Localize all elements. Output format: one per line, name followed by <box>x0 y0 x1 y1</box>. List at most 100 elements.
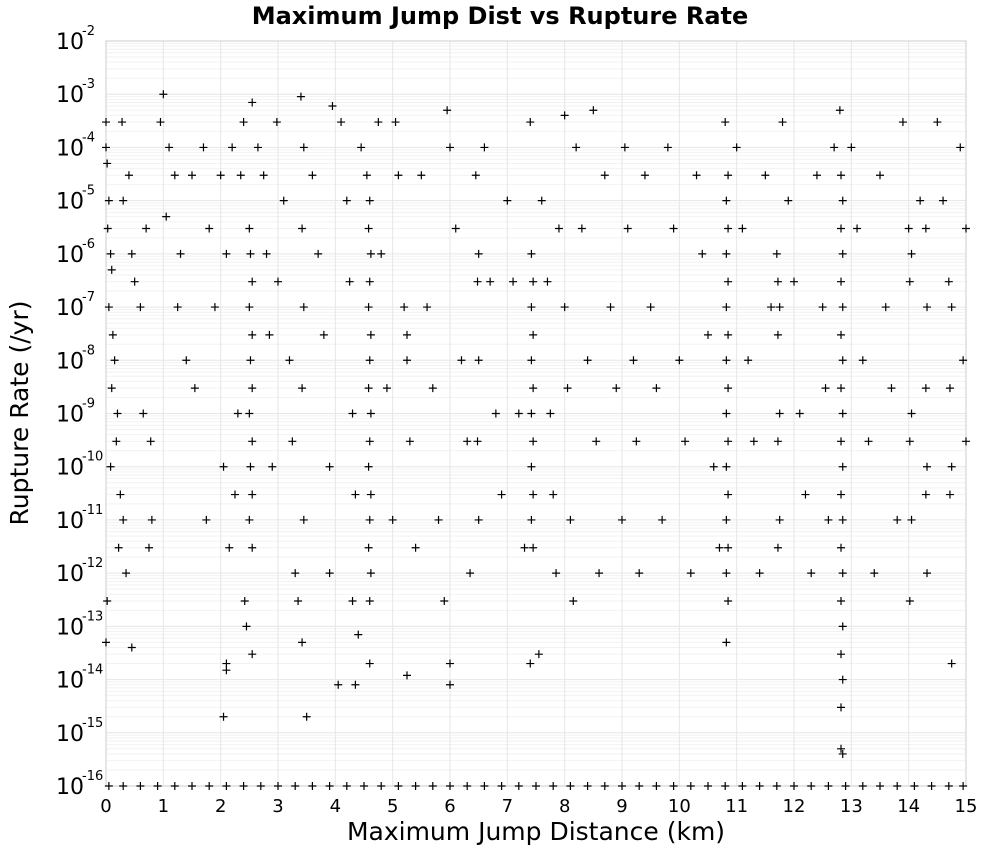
floor-data-point <box>446 782 454 790</box>
data-point <box>589 106 598 115</box>
data-point <box>837 277 846 286</box>
data-point <box>354 630 363 639</box>
floor-data-point <box>841 782 850 790</box>
floor-data-point <box>136 782 145 790</box>
data-point <box>345 277 354 286</box>
data-point <box>732 143 741 152</box>
data-point <box>527 303 536 312</box>
data-point <box>837 650 846 659</box>
data-point <box>520 543 529 552</box>
data-point <box>838 622 847 631</box>
data-point <box>795 409 804 418</box>
y-tick-exponent: -16 <box>82 769 103 784</box>
data-point <box>242 622 251 631</box>
floor-data-point <box>377 782 386 790</box>
data-point <box>887 384 896 393</box>
data-point <box>529 277 538 286</box>
data-point <box>262 249 271 258</box>
floor-data-point <box>600 782 609 790</box>
data-point <box>102 638 110 647</box>
data-point <box>724 490 733 499</box>
data-point <box>443 106 452 115</box>
data-point <box>838 515 847 524</box>
data-point <box>366 330 375 339</box>
data-point <box>365 277 374 286</box>
y-tick-exponent: -8 <box>82 343 95 358</box>
data-point <box>351 680 360 689</box>
data-point <box>127 249 136 258</box>
data-point <box>127 643 136 652</box>
data-point <box>248 384 257 393</box>
data-point <box>245 303 254 312</box>
data-point <box>933 118 942 127</box>
data-point <box>106 249 115 258</box>
y-tick-label: 10 <box>56 669 84 694</box>
floor-data-point <box>274 782 282 790</box>
data-point <box>114 543 123 552</box>
data-point <box>246 356 255 365</box>
data-point <box>298 224 307 233</box>
data-point <box>388 515 397 524</box>
y-tick-exponent: -9 <box>82 397 95 412</box>
data-point <box>228 143 237 152</box>
data-point <box>107 384 116 393</box>
floor-data-point <box>428 782 437 790</box>
floor-data-point <box>153 782 162 790</box>
data-point <box>103 224 112 233</box>
data-point <box>245 224 254 233</box>
floor-data-point <box>652 782 661 790</box>
data-point <box>328 102 337 111</box>
data-point <box>259 171 268 180</box>
data-point <box>348 596 357 605</box>
data-point <box>233 409 242 418</box>
data-point <box>549 490 558 499</box>
data-point <box>744 356 753 365</box>
data-point <box>440 596 449 605</box>
floor-data-point <box>704 782 712 790</box>
data-point <box>446 659 454 668</box>
data-point <box>907 409 916 418</box>
data-point <box>612 384 621 393</box>
data-point <box>136 303 145 312</box>
floor-data-point <box>755 782 764 790</box>
data-point <box>722 356 731 365</box>
y-tick-label: 10 <box>56 349 84 374</box>
data-point <box>145 543 153 552</box>
data-point <box>417 171 426 180</box>
data-point <box>102 143 110 152</box>
data-point <box>722 569 731 578</box>
y-tick-exponent: -2 <box>82 24 95 39</box>
y-tick-exponent: -4 <box>82 130 95 145</box>
data-point <box>403 671 411 680</box>
data-point <box>838 196 847 205</box>
floor-data-point <box>635 782 644 790</box>
floor-data-point <box>738 782 747 790</box>
data-point <box>962 437 970 446</box>
data-point <box>724 171 733 180</box>
y-tick-labels: 10-210-310-410-510-610-710-810-910-1010-… <box>56 24 103 800</box>
data-point <box>923 462 932 471</box>
data-point <box>337 118 346 127</box>
data-point <box>709 462 718 471</box>
floor-data-point <box>119 782 128 790</box>
data-point <box>365 356 374 365</box>
data-point <box>529 384 538 393</box>
data-point <box>675 356 684 365</box>
data-point <box>239 118 248 127</box>
data-point <box>364 224 373 233</box>
data-point <box>669 224 678 233</box>
data-point <box>116 490 125 499</box>
data-point <box>319 330 328 339</box>
data-point <box>569 596 578 605</box>
y-tick-label: 10 <box>56 403 84 428</box>
data-point <box>722 515 731 524</box>
x-tick-label: 9 <box>616 796 627 817</box>
data-point <box>403 356 411 365</box>
data-point <box>632 437 641 446</box>
data-point <box>847 143 856 152</box>
data-point <box>838 356 847 365</box>
y-tick-label: 10 <box>56 562 84 587</box>
y-tick-label: 10 <box>56 190 84 215</box>
data-point <box>423 303 432 312</box>
floor-data-point <box>583 782 592 790</box>
